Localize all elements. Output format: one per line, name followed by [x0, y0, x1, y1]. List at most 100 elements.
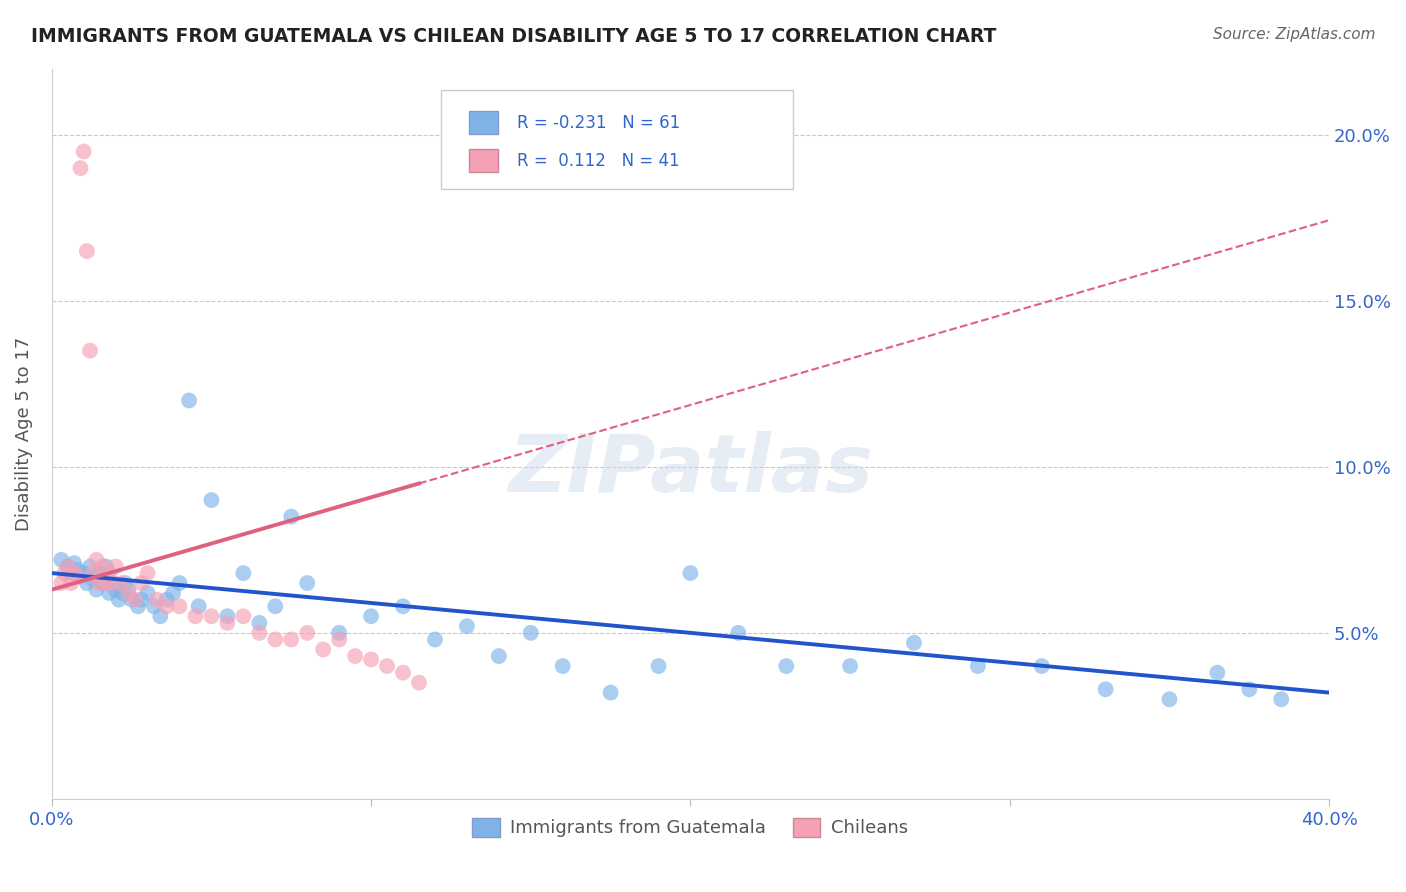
Point — [156, 592, 179, 607]
Point — [328, 625, 350, 640]
Point — [129, 592, 152, 607]
Point — [56, 559, 79, 574]
Point — [86, 553, 108, 567]
Point — [679, 566, 702, 580]
Point — [1031, 659, 1053, 673]
Point — [69, 161, 91, 175]
Point — [69, 569, 91, 583]
Point — [136, 566, 159, 580]
Point — [51, 576, 73, 591]
Point — [142, 599, 165, 614]
Point — [360, 609, 382, 624]
Point — [169, 576, 191, 591]
Point — [520, 625, 543, 640]
Point — [129, 576, 152, 591]
Point — [344, 649, 367, 664]
Point — [63, 566, 86, 580]
Point — [86, 582, 108, 597]
Point — [73, 145, 96, 159]
Point — [423, 632, 446, 647]
Text: IMMIGRANTS FROM GUATEMALA VS CHILEAN DISABILITY AGE 5 TO 17 CORRELATION CHART: IMMIGRANTS FROM GUATEMALA VS CHILEAN DIS… — [31, 27, 997, 45]
Point — [111, 586, 134, 600]
Point — [111, 576, 134, 591]
Point — [1206, 665, 1229, 680]
Point — [647, 659, 669, 673]
Point — [551, 659, 574, 673]
Point — [59, 566, 82, 580]
FancyBboxPatch shape — [470, 111, 498, 135]
Point — [1239, 682, 1261, 697]
Point — [232, 609, 254, 624]
Point — [247, 615, 270, 630]
Point — [114, 576, 136, 591]
Point — [162, 586, 184, 600]
Point — [297, 576, 319, 591]
FancyBboxPatch shape — [441, 90, 793, 189]
Point — [89, 576, 111, 591]
Point — [56, 559, 79, 574]
Point — [200, 493, 222, 508]
Point — [966, 659, 988, 673]
Point — [297, 625, 319, 640]
Point — [727, 625, 749, 640]
Point — [375, 659, 398, 673]
Point — [82, 573, 104, 587]
Point — [775, 659, 797, 673]
Point — [121, 592, 143, 607]
Text: ZIPatlas: ZIPatlas — [508, 431, 873, 509]
Point — [51, 553, 73, 567]
Point — [98, 566, 121, 580]
Point — [599, 685, 621, 699]
Point — [117, 586, 139, 600]
Point — [101, 576, 124, 591]
Point — [217, 615, 239, 630]
Point — [146, 592, 169, 607]
Point — [456, 619, 478, 633]
Point — [108, 592, 131, 607]
Point — [903, 636, 925, 650]
Point — [839, 659, 862, 673]
Point — [79, 559, 101, 574]
Point — [127, 599, 149, 614]
Point — [184, 609, 207, 624]
Point — [89, 566, 111, 580]
Point — [63, 556, 86, 570]
Point — [91, 559, 114, 574]
Point — [408, 675, 430, 690]
Point — [82, 566, 104, 580]
Point — [136, 586, 159, 600]
Point — [360, 652, 382, 666]
Point — [79, 343, 101, 358]
Point — [66, 569, 89, 583]
Point — [117, 582, 139, 597]
Point — [156, 599, 179, 614]
Point — [91, 576, 114, 591]
Point — [264, 632, 287, 647]
Point — [177, 393, 200, 408]
Point — [94, 559, 117, 574]
Point — [187, 599, 209, 614]
Point — [247, 625, 270, 640]
Point — [312, 642, 335, 657]
Point — [73, 566, 96, 580]
Point — [94, 576, 117, 591]
Point — [169, 599, 191, 614]
Point — [76, 576, 98, 591]
Point — [66, 563, 89, 577]
Point — [59, 576, 82, 591]
Point — [76, 244, 98, 259]
Point — [53, 566, 76, 580]
Point — [149, 609, 172, 624]
Point — [264, 599, 287, 614]
Text: Source: ZipAtlas.com: Source: ZipAtlas.com — [1212, 27, 1375, 42]
Point — [1270, 692, 1292, 706]
Legend: Immigrants from Guatemala, Chileans: Immigrants from Guatemala, Chileans — [465, 811, 915, 845]
Point — [280, 509, 302, 524]
Point — [280, 632, 302, 647]
Point — [98, 586, 121, 600]
Text: R =  0.112   N = 41: R = 0.112 N = 41 — [517, 152, 679, 169]
Point — [104, 559, 127, 574]
Point — [392, 599, 415, 614]
Y-axis label: Disability Age 5 to 17: Disability Age 5 to 17 — [15, 336, 32, 531]
Text: R = -0.231   N = 61: R = -0.231 N = 61 — [517, 113, 681, 131]
